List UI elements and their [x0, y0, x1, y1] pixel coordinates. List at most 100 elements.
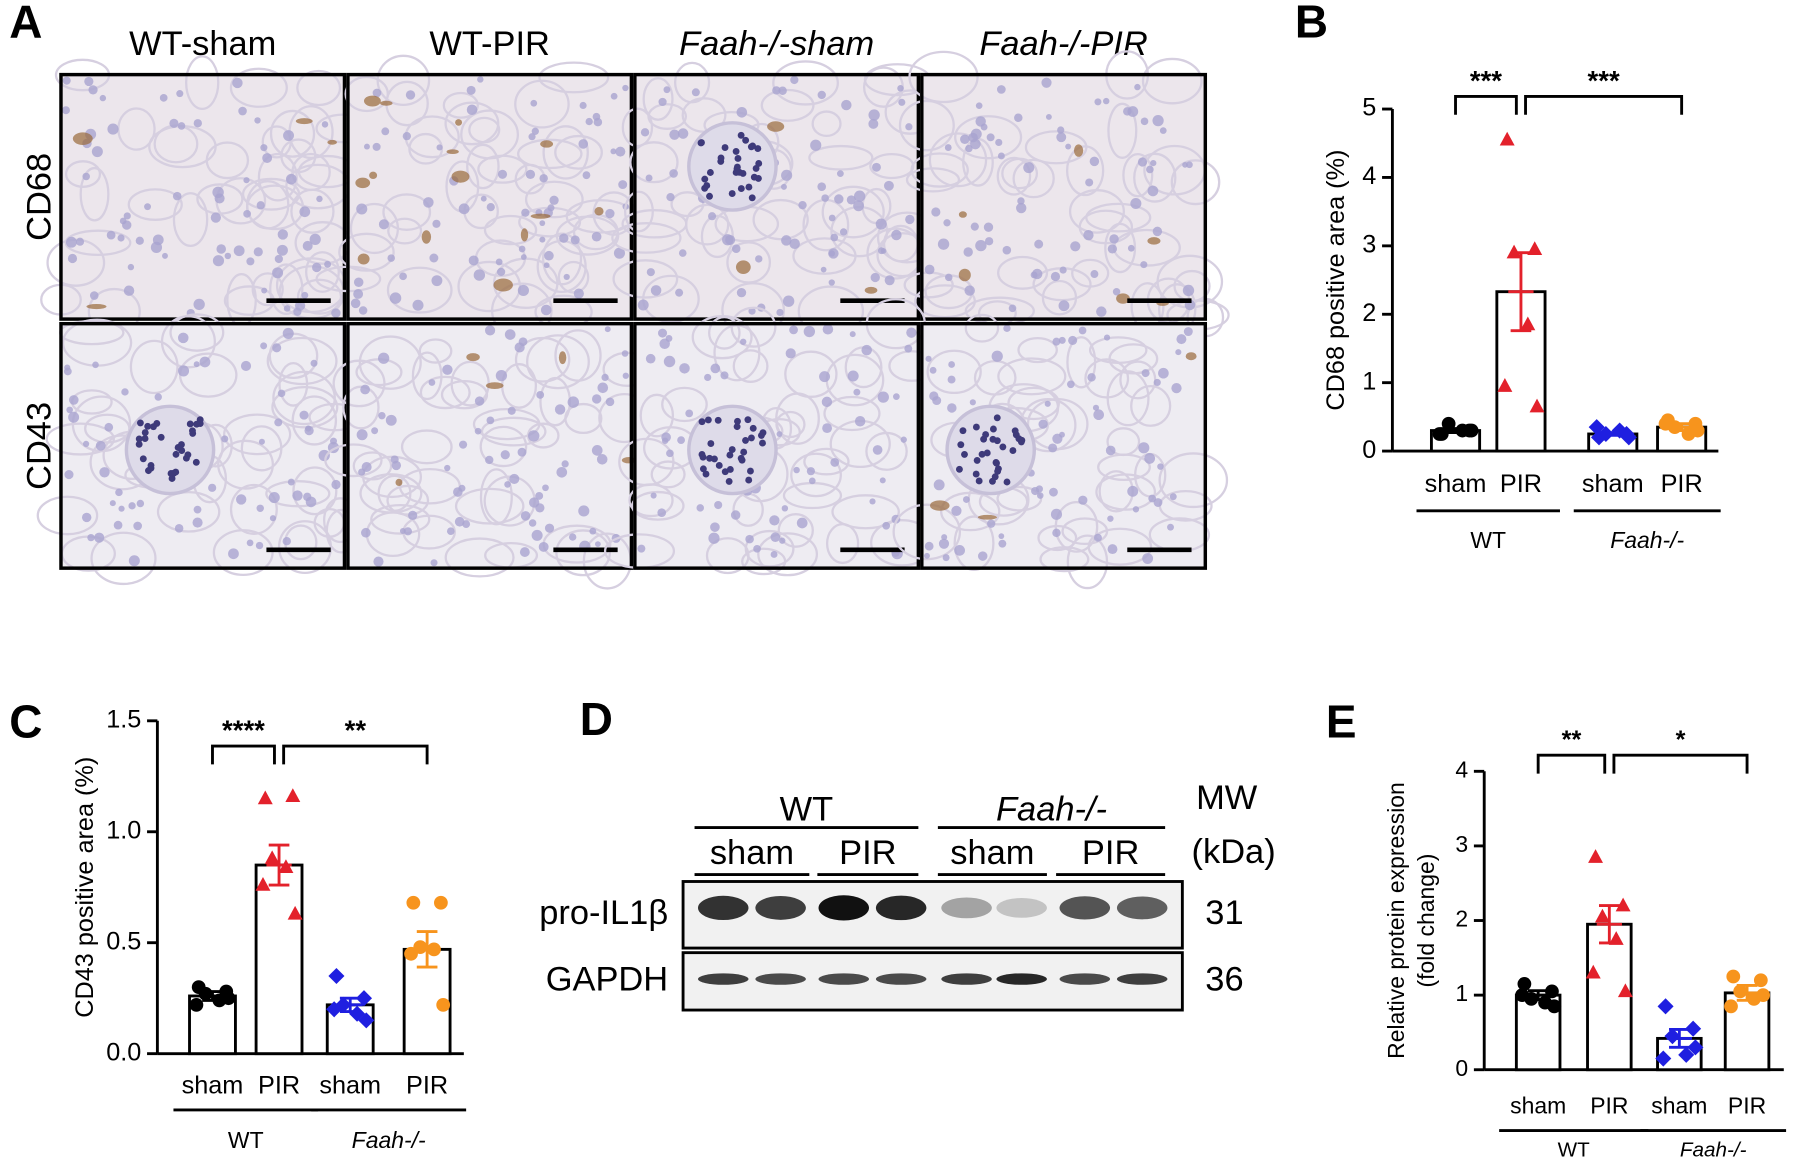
nucleus	[246, 257, 255, 266]
tubule	[352, 451, 393, 481]
nucleus	[1017, 197, 1025, 205]
data-point	[1588, 849, 1604, 863]
nucleus	[121, 388, 129, 396]
stain	[1147, 237, 1161, 245]
nucleus	[817, 182, 827, 191]
nucleus	[378, 219, 389, 230]
nucleus	[1045, 113, 1052, 120]
nucleus	[136, 499, 145, 508]
group-label: WT	[228, 1127, 264, 1153]
nucleus	[568, 533, 577, 541]
nucleus	[1096, 306, 1107, 317]
nucleus	[64, 469, 74, 480]
tubule	[631, 490, 685, 521]
band	[875, 973, 927, 985]
tubule	[772, 60, 839, 106]
nucleus	[123, 212, 131, 220]
significance-bracket	[1524, 94, 1684, 115]
nucleus	[1157, 463, 1164, 470]
nucleus	[430, 559, 438, 567]
glom-nucleus	[1015, 435, 1023, 443]
image-frame	[920, 321, 1208, 570]
nucleus	[509, 473, 520, 484]
nucleus	[1083, 230, 1094, 241]
nucleus	[708, 212, 717, 221]
nucleus	[89, 291, 99, 300]
nucleus	[1093, 533, 1102, 542]
tubule	[291, 395, 338, 446]
tubule	[1068, 189, 1125, 234]
nucleus	[691, 88, 700, 97]
mw-header: MW	[1196, 779, 1258, 817]
nucleus	[841, 99, 852, 111]
nucleus	[92, 361, 99, 369]
nucleus	[846, 195, 856, 205]
nucleus	[1153, 498, 1163, 507]
nucleus	[1059, 431, 1065, 438]
nucleus	[504, 329, 516, 340]
nucleus	[1127, 244, 1135, 252]
data-point	[1615, 897, 1631, 912]
nucleus	[1037, 492, 1044, 499]
nucleus	[906, 327, 917, 338]
nucleus	[666, 449, 674, 458]
nucleus	[305, 425, 312, 432]
nucleus	[1023, 162, 1035, 174]
tubule	[572, 213, 619, 251]
nucleus	[260, 144, 268, 152]
nucleus	[1127, 485, 1139, 497]
significance-bracket	[1454, 94, 1518, 115]
nucleus	[861, 344, 872, 356]
nucleus	[736, 287, 747, 298]
band	[941, 897, 992, 919]
tubule	[1141, 57, 1203, 105]
stain	[363, 95, 381, 107]
nucleus	[828, 214, 836, 222]
nucleus	[803, 325, 816, 338]
nucleus	[872, 445, 883, 455]
nucleus	[998, 533, 1005, 540]
band	[1116, 973, 1168, 985]
glom-nucleus	[706, 192, 713, 200]
x-tick-label: sham	[1510, 1093, 1566, 1119]
nucleus	[1092, 404, 1100, 411]
tubule	[290, 188, 335, 234]
tubule	[650, 460, 686, 489]
panel-label: D	[580, 693, 613, 745]
nucleus	[969, 399, 976, 406]
data-point	[427, 942, 441, 957]
nucleus	[115, 488, 123, 497]
x-tick-label: PIR	[406, 1072, 448, 1100]
nucleus	[675, 288, 684, 297]
nucleus	[1132, 506, 1140, 513]
nucleus	[361, 527, 371, 538]
glom-nucleus	[728, 190, 736, 198]
nucleus	[781, 169, 793, 181]
x-tick-label: PIR	[1728, 1093, 1766, 1119]
nucleus	[303, 492, 312, 502]
tubule	[1104, 222, 1137, 274]
tubule	[691, 314, 753, 360]
nucleus	[601, 373, 609, 382]
nucleus	[199, 356, 211, 368]
tubule	[538, 61, 610, 94]
nucleus	[106, 230, 116, 240]
tubule	[387, 217, 423, 245]
nucleus	[544, 523, 555, 533]
nucleus	[900, 436, 907, 443]
nucleus	[261, 287, 268, 294]
nucleus	[372, 142, 381, 151]
nucleus	[459, 440, 468, 449]
bar	[254, 863, 304, 1056]
y-tick-label: 2	[1362, 299, 1376, 327]
error-bar	[199, 990, 226, 1002]
panel-label: C	[9, 696, 42, 748]
nucleus	[776, 431, 783, 437]
nucleus	[875, 218, 887, 230]
tubule	[444, 537, 515, 578]
glom-nucleus	[983, 449, 991, 457]
nucleus	[880, 248, 887, 254]
glom-nucleus	[734, 155, 742, 162]
tubule	[129, 339, 179, 395]
nucleus	[740, 338, 747, 345]
